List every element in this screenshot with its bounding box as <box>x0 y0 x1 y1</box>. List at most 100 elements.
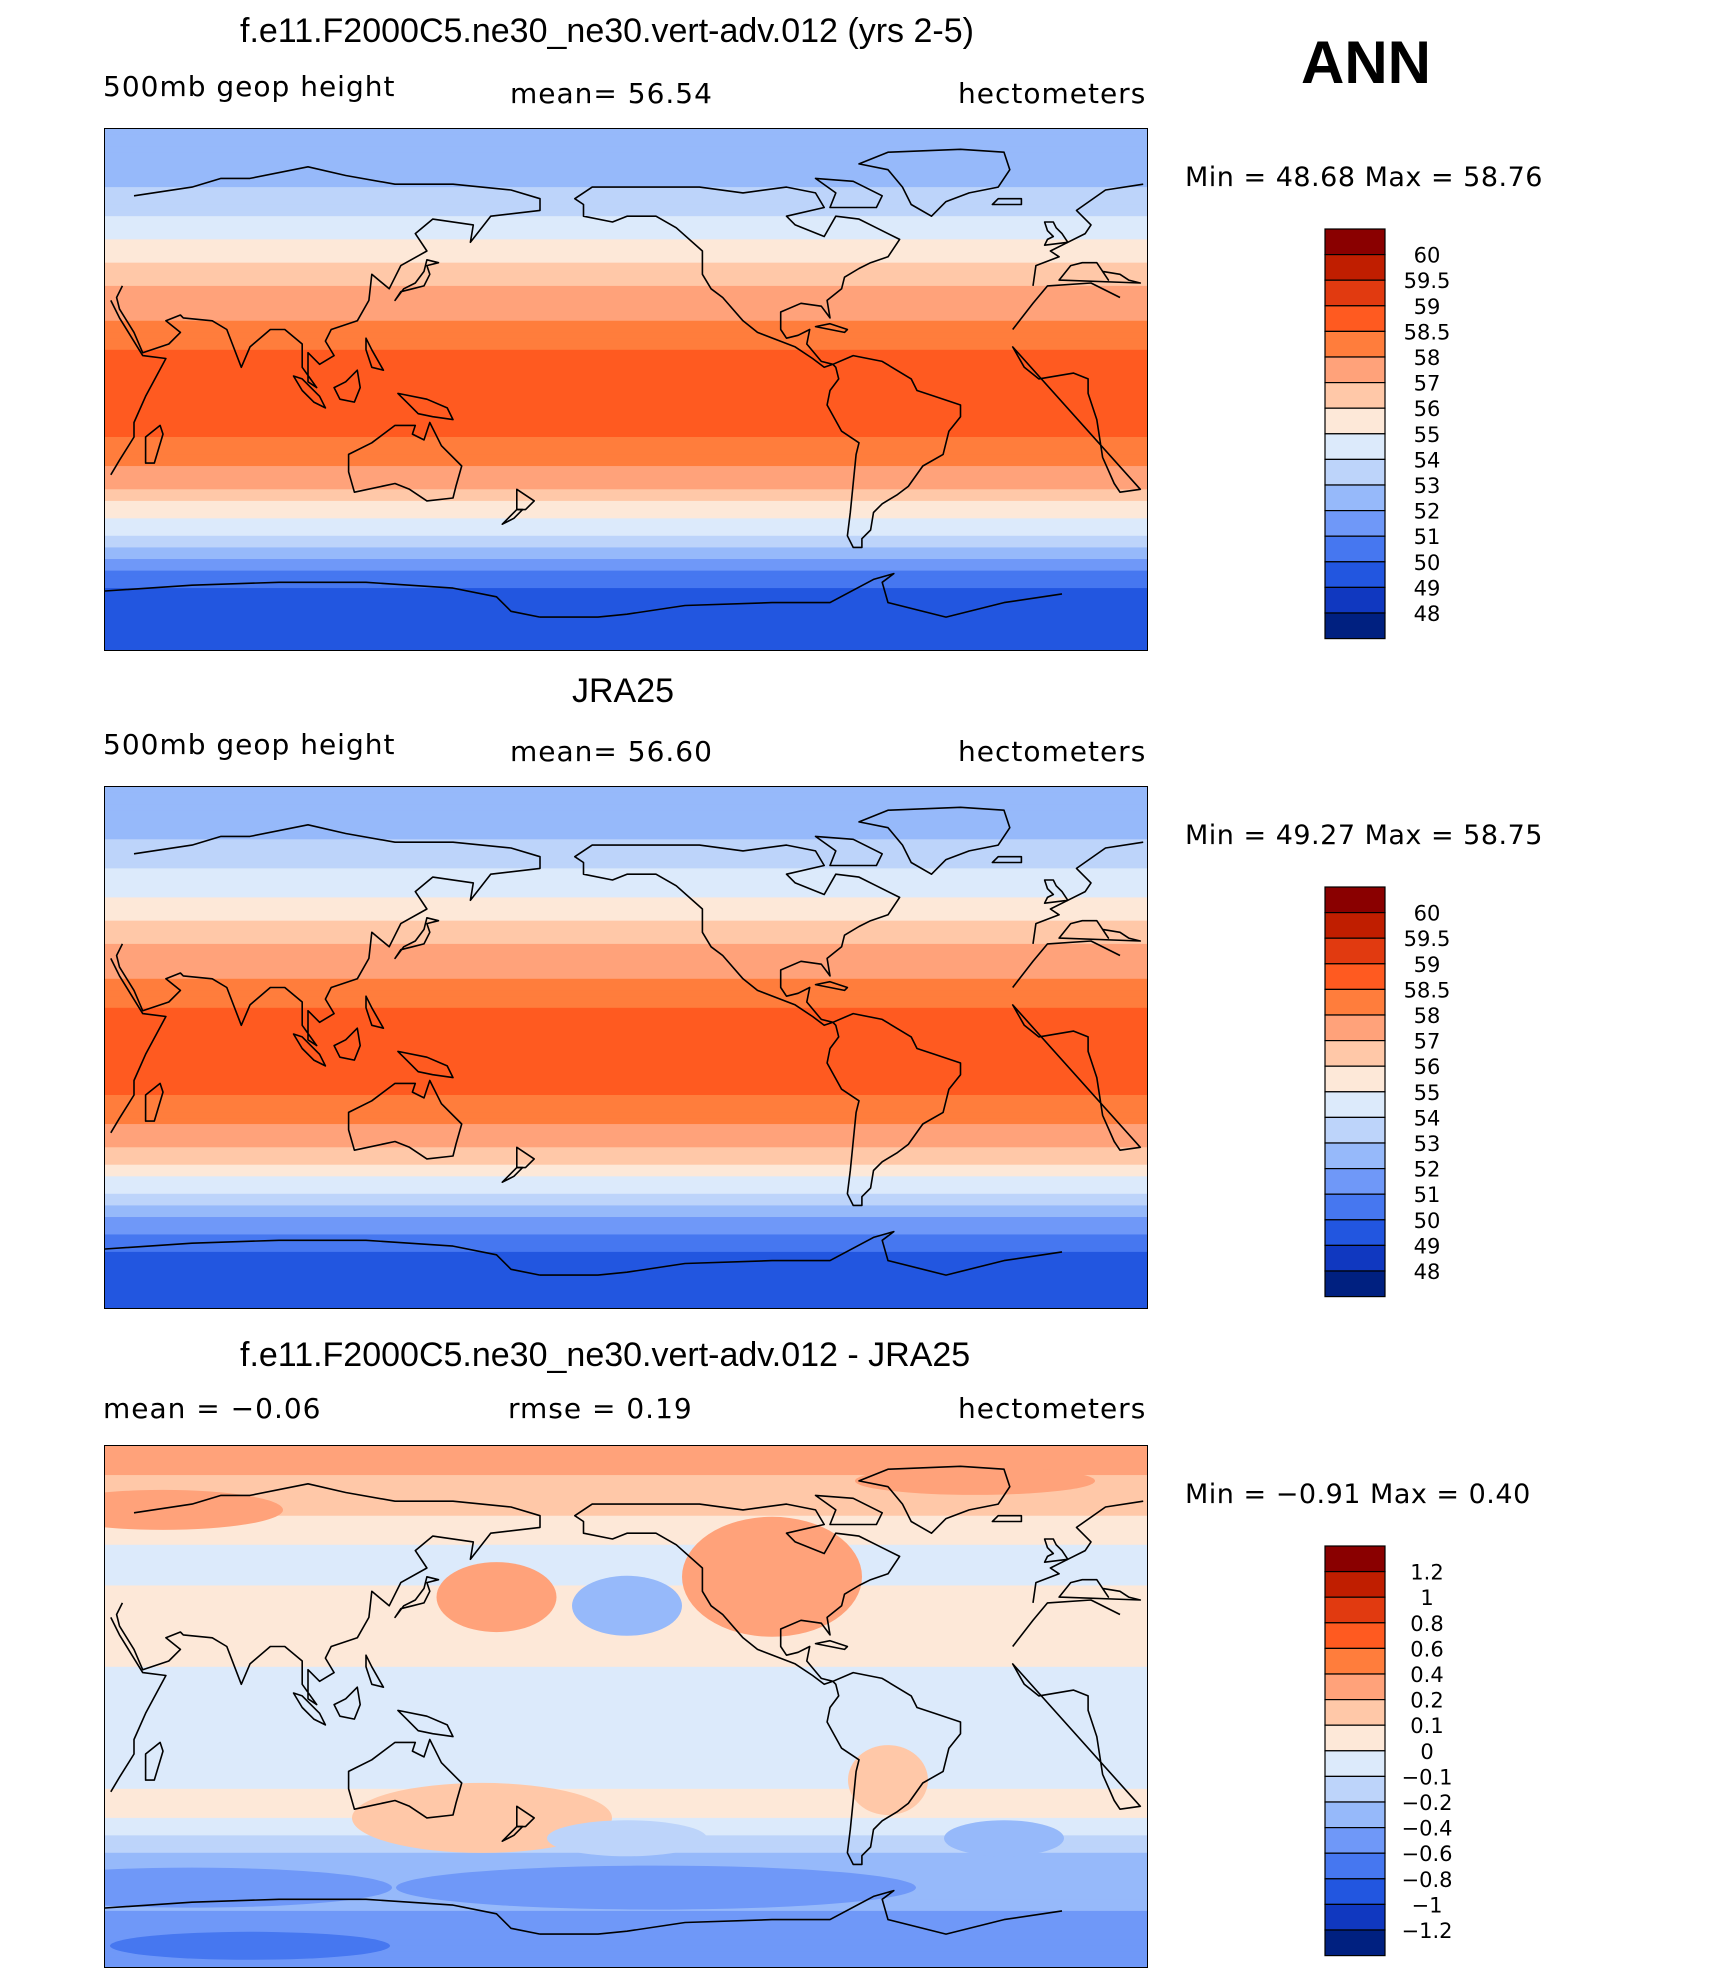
panel-obs-map <box>104 786 1148 1309</box>
field-band <box>105 227 1147 235</box>
field-band <box>105 599 1147 607</box>
coastline-antarctica <box>105 1230 1063 1276</box>
field-band <box>105 1794 1147 1802</box>
coastline-borneo <box>333 1027 361 1061</box>
field-band <box>105 909 1147 916</box>
field-band <box>105 879 1147 887</box>
field-band <box>105 1036 1147 1044</box>
field-band <box>105 378 1147 386</box>
colorbar-swatch <box>1324 1724 1386 1752</box>
field-band <box>105 251 1147 258</box>
colorbar-swatch <box>1324 1545 1386 1573</box>
field-band <box>105 920 1147 928</box>
field-band <box>105 1945 1147 1953</box>
field-band <box>105 821 1147 829</box>
field-band <box>105 547 1147 554</box>
field-band <box>105 146 1147 153</box>
colorbar-swatch <box>1324 484 1386 512</box>
colorbar-swatch <box>1324 1750 1386 1778</box>
panel-model-title: f.e11.F2000C5.ne30_ne30.vert-adv.012 (yr… <box>240 12 974 50</box>
anomaly-region <box>547 1820 707 1857</box>
field-band <box>105 442 1147 450</box>
panel-diff-title: f.e11.F2000C5.ne30_ne30.vert-adv.012 - J… <box>240 1336 971 1374</box>
field-band <box>105 1713 1147 1720</box>
colorbar-swatch <box>1324 254 1386 281</box>
field-band <box>105 1684 1147 1691</box>
coastline-baffin <box>814 835 883 867</box>
coastline-newguinea <box>397 1050 454 1079</box>
coastline-philippines <box>365 337 385 371</box>
colorbar-swatch <box>1324 433 1386 461</box>
coastline-greenland <box>858 806 1011 875</box>
field-band <box>105 1666 1147 1674</box>
coastline-samerica <box>826 354 962 549</box>
field-band <box>105 495 1147 502</box>
colorbar-swatch <box>1324 1270 1386 1298</box>
colorbar-swatch <box>1324 1116 1386 1144</box>
colorbar-swatch <box>1324 1193 1386 1221</box>
field-band <box>105 129 1147 136</box>
field-band <box>105 506 1147 514</box>
colorbar-tick-label: 58 <box>1414 1004 1441 1028</box>
field-band <box>105 192 1147 200</box>
field-band <box>105 961 1147 968</box>
colorbar-tick-label: 54 <box>1414 1106 1441 1130</box>
field-band <box>105 1643 1147 1650</box>
field-band <box>105 489 1147 496</box>
field-band <box>105 1475 1147 1482</box>
coastline-nz2 <box>501 1825 524 1842</box>
colorbar-tick-label: 51 <box>1414 525 1441 549</box>
coastline-cuba <box>814 1639 849 1651</box>
field-band <box>105 1661 1147 1668</box>
panel-diff-mean-label: mean = −0.06 <box>103 1392 322 1425</box>
field-band <box>105 1777 1147 1784</box>
field-band <box>105 978 1147 986</box>
field-band <box>105 1135 1147 1143</box>
field-band <box>105 1193 1147 1201</box>
coastline-newzealand <box>516 1805 535 1828</box>
field-band <box>105 553 1147 560</box>
coastline-baffin <box>814 1494 883 1526</box>
colorbar-swatch <box>1324 1699 1386 1726</box>
coastline-australia <box>347 1079 463 1160</box>
coastline-japan <box>394 259 440 302</box>
field-band <box>105 518 1147 525</box>
field-band <box>105 1858 1147 1865</box>
field-band <box>105 169 1147 177</box>
field-band <box>105 1234 1147 1241</box>
field-band <box>105 827 1147 835</box>
field-band <box>105 1211 1147 1218</box>
season-label: ANN <box>1301 29 1431 96</box>
field-band <box>105 245 1147 252</box>
field-band <box>105 158 1147 165</box>
field-band <box>105 361 1147 368</box>
field-band <box>105 1533 1147 1540</box>
anomaly-region <box>105 1867 392 1908</box>
colorbar-tick-label: 53 <box>1414 1132 1441 1156</box>
colorbar-swatch <box>1324 279 1386 307</box>
field-band <box>105 1637 1147 1645</box>
colorbar-tick-label: 48 <box>1414 602 1441 626</box>
field-band <box>105 1509 1147 1517</box>
coastline-greenland <box>858 148 1011 217</box>
field-band <box>105 436 1147 444</box>
field-band <box>105 1141 1147 1148</box>
field-band <box>105 1649 1147 1656</box>
field-band <box>105 390 1147 397</box>
field-band <box>105 1678 1147 1685</box>
field-band <box>105 1492 1147 1499</box>
colorbar-swatch <box>1324 561 1386 588</box>
coastline-cuba <box>814 322 849 334</box>
field-band <box>105 320 1147 328</box>
field-band <box>105 134 1147 142</box>
panel-diff-map <box>104 1445 1148 1968</box>
field-band <box>105 280 1147 287</box>
field-band <box>105 541 1147 548</box>
field-band <box>105 483 1147 490</box>
colorbar-tick-label: −1.2 <box>1402 1919 1453 1943</box>
colorbar-tick-label: 0 <box>1420 1740 1433 1764</box>
field-band <box>105 1730 1147 1738</box>
coastline-madagascar <box>144 1741 164 1781</box>
field-band <box>105 943 1147 951</box>
